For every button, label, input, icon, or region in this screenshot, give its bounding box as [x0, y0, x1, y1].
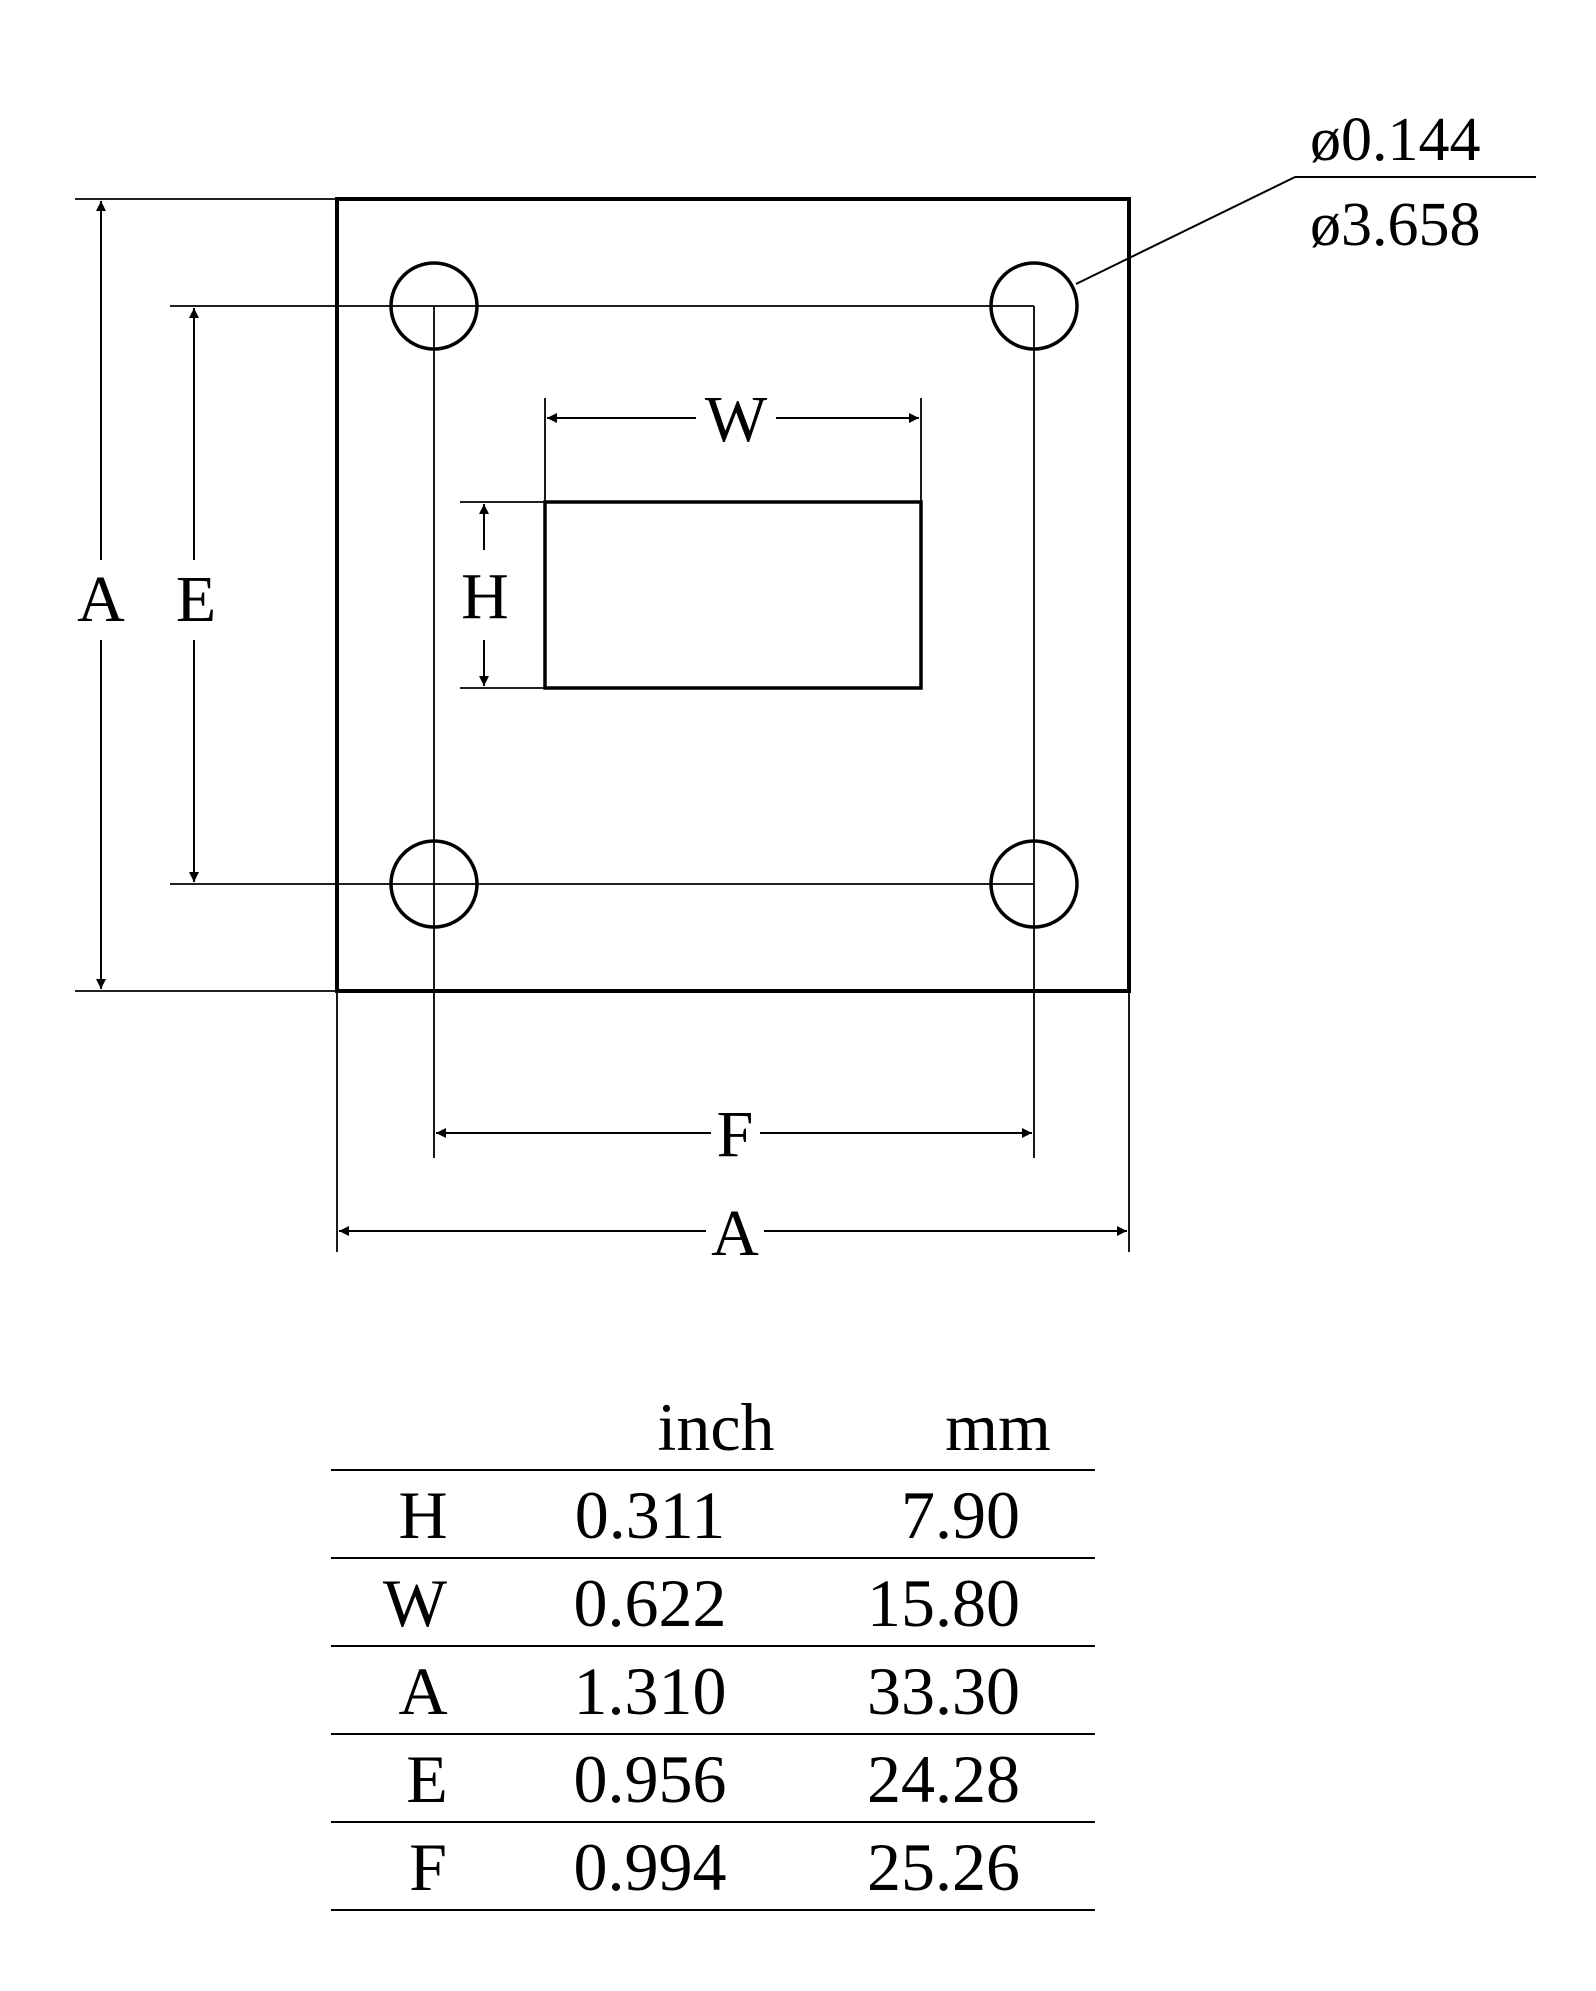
- row-mm: 24.28: [867, 1741, 1020, 1817]
- row-inch: 0.311: [575, 1477, 725, 1553]
- row-inch: 0.994: [574, 1829, 727, 1905]
- label-f: F: [717, 1098, 754, 1171]
- aperture-rect: [543, 500, 923, 690]
- label-a-horizontal: A: [711, 1197, 759, 1270]
- hole-diameter-inch: ø0.144: [1310, 106, 1481, 174]
- row-mm: 33.30: [867, 1653, 1020, 1729]
- column-header-inch: inch: [657, 1389, 774, 1465]
- label-h: H: [461, 560, 509, 633]
- table-row: F 0.994 25.26: [409, 1829, 1020, 1905]
- row-mm: 25.26: [867, 1829, 1020, 1905]
- row-name: W: [383, 1565, 448, 1641]
- table-row: W 0.622 15.80: [383, 1565, 1020, 1641]
- row-name: E: [406, 1741, 448, 1817]
- row-mm: 15.80: [867, 1565, 1020, 1641]
- plate-outline: [335, 197, 1131, 993]
- column-header-mm: mm: [945, 1389, 1051, 1465]
- row-name: A: [398, 1653, 447, 1729]
- label-a-vertical: A: [77, 563, 125, 636]
- hole-diameter-mm: ø3.658: [1310, 191, 1481, 259]
- table-row: H 0.311 7.90: [398, 1477, 1020, 1553]
- dimensions-table: inch mm H 0.311 7.90 W 0.622 15.80 A 1.3…: [331, 1389, 1095, 1911]
- row-inch: 1.310: [574, 1653, 727, 1729]
- label-e-vertical: E: [176, 563, 216, 636]
- row-name: H: [398, 1477, 447, 1553]
- dimension-lines: [96, 176, 1536, 1236]
- hole-leader: [1075, 176, 1296, 285]
- label-w: W: [705, 383, 768, 456]
- table-row: E 0.956 24.28: [406, 1741, 1020, 1817]
- row-inch: 0.622: [574, 1565, 727, 1641]
- row-inch: 0.956: [574, 1741, 727, 1817]
- row-mm: 7.90: [901, 1477, 1020, 1553]
- table-row: A 1.310 33.30: [398, 1653, 1020, 1729]
- extension-lines: [75, 198, 1130, 1252]
- row-name: F: [409, 1829, 447, 1905]
